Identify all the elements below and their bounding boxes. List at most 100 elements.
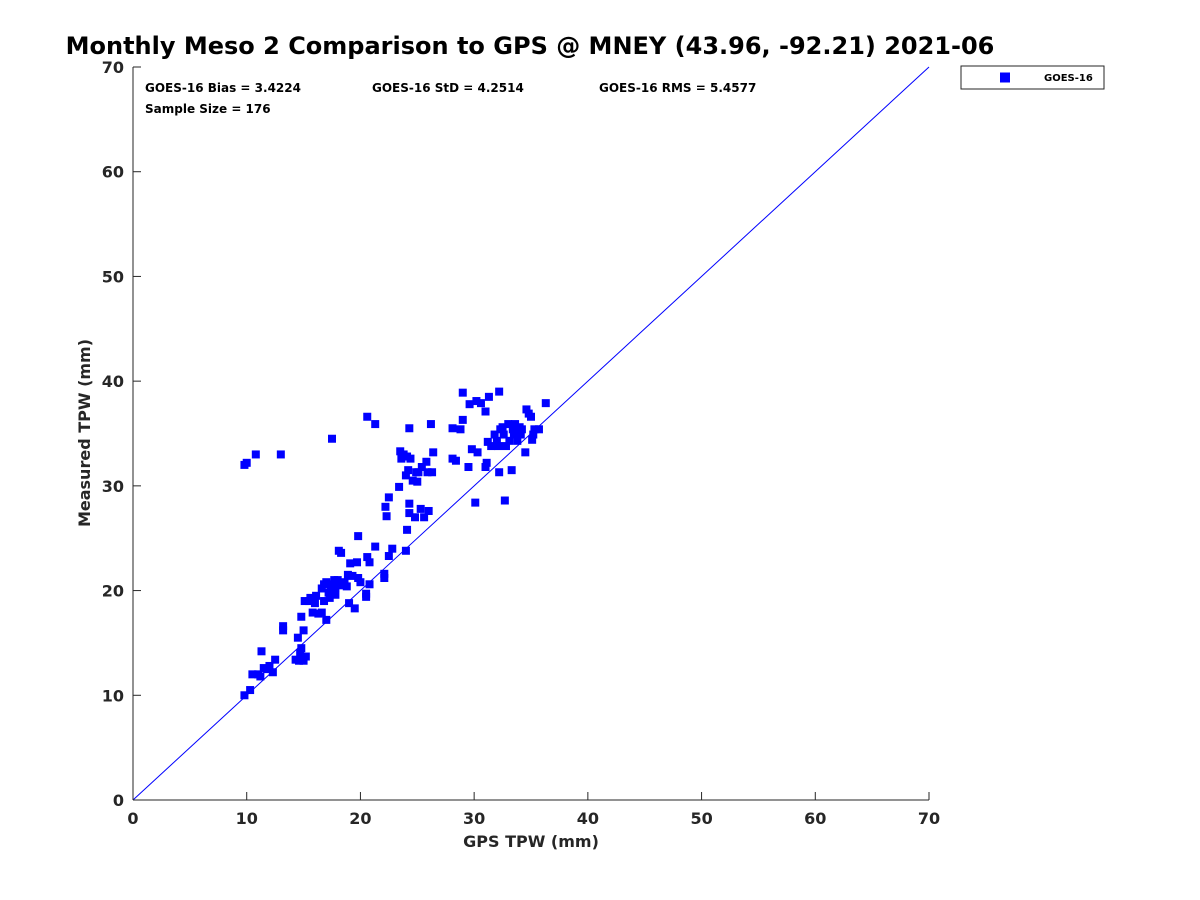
data-point: [405, 509, 414, 518]
data-point: [481, 463, 490, 472]
data-point: [268, 668, 277, 677]
data-point: [395, 482, 404, 491]
data-point: [324, 588, 333, 597]
data-point: [308, 608, 317, 617]
data-point: [279, 622, 288, 631]
data-point: [482, 458, 491, 467]
stat-sample-size: Sample Size = 176: [145, 102, 271, 116]
data-point: [299, 656, 308, 665]
data-point: [317, 608, 326, 617]
data-point: [541, 399, 550, 408]
data-point: [403, 525, 412, 534]
data-point: [458, 388, 467, 397]
data-point: [371, 420, 380, 429]
data-point: [365, 580, 374, 589]
data-point: [495, 468, 504, 477]
data-point: [411, 513, 420, 522]
data-point: [265, 661, 274, 670]
data-point: [363, 412, 372, 421]
y-tick-label: 70: [102, 58, 124, 77]
data-point: [397, 454, 406, 463]
x-tick-label: 70: [918, 809, 940, 828]
x-tick-label: 50: [690, 809, 712, 828]
data-point: [516, 430, 525, 439]
data-point: [404, 466, 413, 475]
data-point: [242, 458, 251, 467]
data-point: [356, 578, 365, 587]
data-point: [297, 644, 306, 653]
data-point: [380, 569, 389, 578]
legend-box: [960, 65, 1105, 90]
data-point: [528, 435, 537, 444]
data-point: [405, 424, 414, 433]
data-point: [240, 691, 249, 700]
data-point: [490, 430, 499, 439]
data-point: [509, 430, 518, 439]
data-point: [331, 590, 340, 599]
x-tick-label: 0: [127, 809, 138, 828]
data-point: [300, 597, 309, 606]
data-point: [297, 612, 306, 621]
data-point: [406, 454, 415, 463]
data-point: [279, 626, 288, 635]
data-point: [353, 558, 362, 567]
data-point: [401, 546, 410, 555]
data-point: [295, 656, 304, 665]
data-point: [522, 405, 531, 414]
data-point: [322, 615, 331, 624]
data-point: [354, 532, 363, 541]
data-point: [363, 553, 372, 562]
data-point: [492, 436, 501, 445]
data-point: [310, 599, 319, 608]
data-point: [328, 434, 336, 443]
chart-title: Monthly Meso 2 Comparison to GPS @ MNEY …: [66, 32, 995, 60]
data-point: [388, 544, 397, 553]
data-point: [365, 558, 374, 567]
data-point: [322, 578, 331, 587]
data-point: [405, 499, 414, 508]
y-tick-label: 60: [102, 163, 124, 182]
data-point: [498, 423, 507, 432]
data-point: [401, 471, 410, 480]
legend-label-goes-16: GOES-16: [1044, 73, 1093, 84]
data-point: [296, 649, 305, 658]
data-point: [414, 468, 423, 477]
stat-rms: GOES-16 RMS = 5.4577: [599, 81, 756, 95]
data-point: [501, 442, 510, 451]
data-point: [345, 599, 354, 608]
plot-area: 0 10 20 30 40 50 60 70 0 10 20 30 40 50 60 70: [102, 58, 940, 828]
legend-marker-square-icon: [1000, 72, 1010, 83]
data-point: [293, 633, 302, 642]
data-point: [483, 437, 492, 446]
data-point: [458, 415, 467, 424]
data-point: [426, 420, 435, 429]
data-point: [246, 686, 255, 695]
data-point: [416, 504, 425, 513]
stat-bias: GOES-16 Bias = 3.4224: [145, 81, 301, 95]
data-point: [529, 430, 538, 439]
data-point: [465, 400, 474, 409]
data-point: [382, 512, 391, 521]
data-point: [384, 552, 393, 561]
data-point: [342, 582, 351, 591]
y-axis-label: Measured TPW (mm): [75, 339, 94, 527]
data-point: [451, 456, 460, 465]
y-tick-label: 10: [102, 686, 124, 705]
data-point: [301, 652, 310, 661]
data-point: [499, 430, 508, 439]
data-point: [317, 584, 326, 593]
data-point: [487, 442, 496, 451]
data-point: [530, 425, 539, 434]
tick-marks-and-labels: 0 10 20 30 40 50 60 70 0 10 20 30 40 50 60 70: [102, 58, 940, 828]
y-tick-label: 40: [102, 372, 124, 391]
data-point: [408, 476, 417, 485]
data-point: [473, 448, 482, 457]
data-point: [481, 407, 490, 416]
data-point: [505, 436, 514, 445]
data-point: [472, 397, 481, 406]
data-point: [511, 420, 520, 429]
data-point: [340, 578, 349, 587]
x-tick-label: 30: [463, 809, 485, 828]
data-point: [494, 442, 503, 451]
